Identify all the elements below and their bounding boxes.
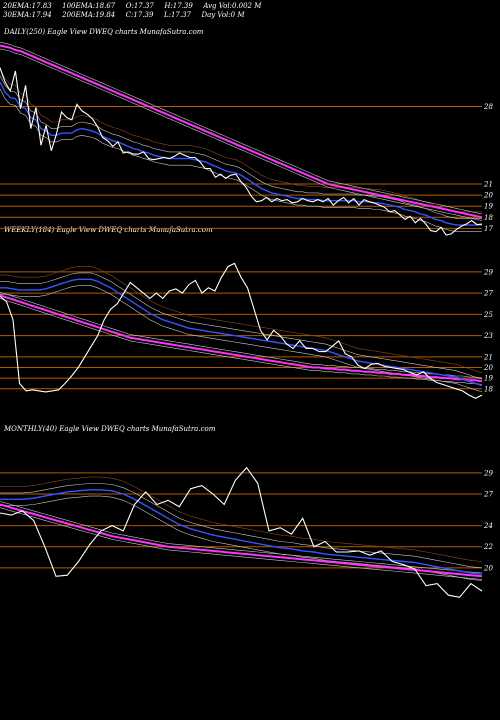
weekly-ema-slow-band-line — [0, 291, 483, 379]
close-label: C: — [125, 11, 134, 19]
weekly-tick-label: 18 — [484, 385, 493, 393]
weekly-tick-label: 19 — [484, 375, 493, 383]
ema200-value: 19.84 — [95, 11, 116, 19]
header-row-1: 20EMA:17.83 100EMA:18.67 O:17.37 H:17.39… — [3, 2, 261, 10]
daily-tick-label: 17 — [484, 225, 493, 233]
ema30-label: 30EMA: — [3, 11, 32, 19]
daily-tick-label: 21 — [483, 181, 493, 189]
weekly-tick-label: 25 — [483, 311, 493, 319]
avg-vol-label: Avg Vol: — [203, 2, 232, 10]
monthly-ema-band-line — [0, 476, 483, 562]
daily-ema-slow-band-line — [0, 41, 483, 215]
weekly-ema-slow-line — [0, 294, 483, 383]
header-row-2: 30EMA:17.94 200EMA:19.84 C:17.39 L:17.37… — [3, 11, 245, 19]
ema30-value: 17.94 — [31, 11, 52, 19]
weekly-tick-label: 23 — [483, 332, 493, 340]
monthly-ema-band-line — [0, 495, 483, 581]
monthly-price-line — [0, 466, 483, 598]
weekly-ema-slow-band-line — [0, 298, 483, 385]
weekly-price-line — [0, 262, 483, 399]
weekly-tick-label: 20 — [483, 364, 493, 372]
monthly-ema-band-line — [0, 483, 483, 569]
open-label: O: — [125, 2, 134, 10]
monthly-ema-slow-band-line — [0, 501, 483, 574]
day-vol-value: 0 M — [230, 11, 245, 19]
weekly-panel-title: WEEKLY(184) Eagle View DWEQ charts Munaf… — [4, 226, 213, 234]
low-value: 17.37 — [170, 11, 191, 19]
ema20-value: 17.83 — [31, 2, 52, 10]
daily-price-line — [0, 67, 483, 236]
low-label: L: — [163, 11, 171, 19]
monthly-panel-title: MONTHLY(40) Eagle View DWEQ charts Munaf… — [4, 425, 216, 433]
daily-panel-title: DAILY(250) Eagle View DWEQ charts Munafa… — [4, 28, 204, 36]
weekly-tick-label: 27 — [483, 290, 493, 298]
monthly-ema-fast-line — [0, 489, 483, 575]
monthly-ema-slow-line — [0, 503, 483, 578]
weekly-tick-label: 29 — [483, 268, 493, 276]
daily-ema-slow-line — [0, 44, 483, 219]
avg-vol-value: 0.002 M — [231, 2, 262, 10]
daily-ema-band-line — [0, 68, 482, 213]
weekly-tick-label: 21 — [483, 353, 493, 361]
monthly-tick-label: 27 — [483, 491, 493, 499]
ema100-value: 18.67 — [95, 2, 116, 10]
monthly-tick-label: 22 — [483, 543, 493, 551]
monthly-tick-label: 29 — [483, 469, 493, 477]
ema200-label: 200EMA: — [62, 11, 96, 19]
ema100-label: 100EMA: — [62, 2, 96, 10]
daily-tick-label: 18 — [484, 214, 493, 222]
high-label: H: — [164, 2, 173, 10]
daily-ema-slow-band-line — [0, 48, 483, 221]
ema20-label: 20EMA: — [3, 2, 32, 10]
daily-tick-label: 19 — [484, 203, 493, 211]
close-value: 17.39 — [133, 11, 154, 19]
day-vol-label: Day Vol: — [201, 11, 231, 19]
open-value: 17.37 — [133, 2, 154, 10]
daily-tick-label: 28 — [483, 103, 493, 111]
daily-ema-band-line — [0, 75, 482, 219]
weekly-ema-fast-line — [0, 278, 483, 387]
daily-tick-label: 20 — [483, 192, 493, 200]
weekly-ema-band-line — [0, 272, 483, 380]
weekly-ema-band-line — [0, 266, 483, 374]
monthly-tick-label: 24 — [483, 522, 493, 530]
daily-ema-fast-line — [0, 81, 482, 226]
monthly-ema-slow-band-line — [0, 507, 483, 580]
monthly-tick-label: 20 — [483, 564, 493, 572]
high-value: 17.39 — [172, 2, 193, 10]
